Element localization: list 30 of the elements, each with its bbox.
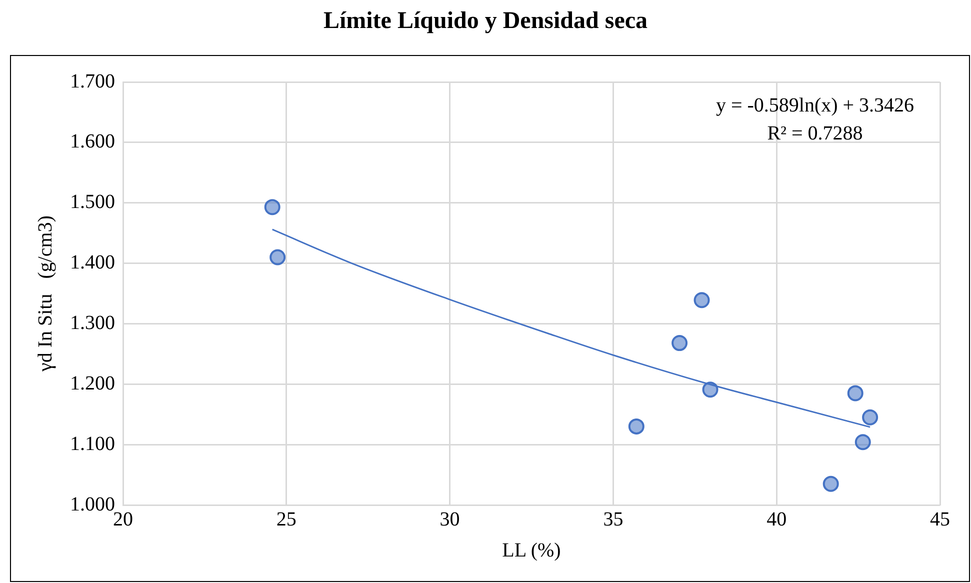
annotation: R² = 0.7288 xyxy=(767,122,863,144)
point xyxy=(628,418,644,434)
point xyxy=(822,476,839,492)
x-tick-label: 45 xyxy=(930,508,950,530)
x-tick-label: 40 xyxy=(766,508,787,530)
x-tick-label: 20 xyxy=(113,508,133,530)
x-axis-title: LL (%) xyxy=(502,539,561,562)
y-tick-label: 1.300 xyxy=(70,312,115,334)
point xyxy=(862,409,878,426)
point xyxy=(694,292,710,308)
x-tick-label: 30 xyxy=(440,508,460,530)
x-tick-label: 35 xyxy=(603,508,624,530)
line-series xyxy=(272,228,871,428)
point xyxy=(672,335,688,352)
y-tick-label: 1.400 xyxy=(70,252,115,274)
point xyxy=(702,382,718,398)
y-tick-label: 1.600 xyxy=(70,130,115,153)
y-tick-label: 1.500 xyxy=(70,191,115,214)
y-tick-label: 1.100 xyxy=(70,432,115,455)
annotation: y = -0.589ln(x) + 3.3426 xyxy=(716,94,914,116)
y-tick-label: 1.000 xyxy=(70,493,115,516)
point xyxy=(854,434,871,450)
y-tick-label: 1.200 xyxy=(70,372,115,394)
point xyxy=(847,385,864,402)
x-tick-label: 25 xyxy=(276,508,296,530)
point xyxy=(264,199,280,216)
y-axis-title: γd In Situ (g/cm3) xyxy=(34,215,56,373)
point xyxy=(270,249,286,266)
y-tick-label: 1.700 xyxy=(70,70,115,92)
chart-title: Límite Líquido y Densidad seca xyxy=(322,8,649,35)
